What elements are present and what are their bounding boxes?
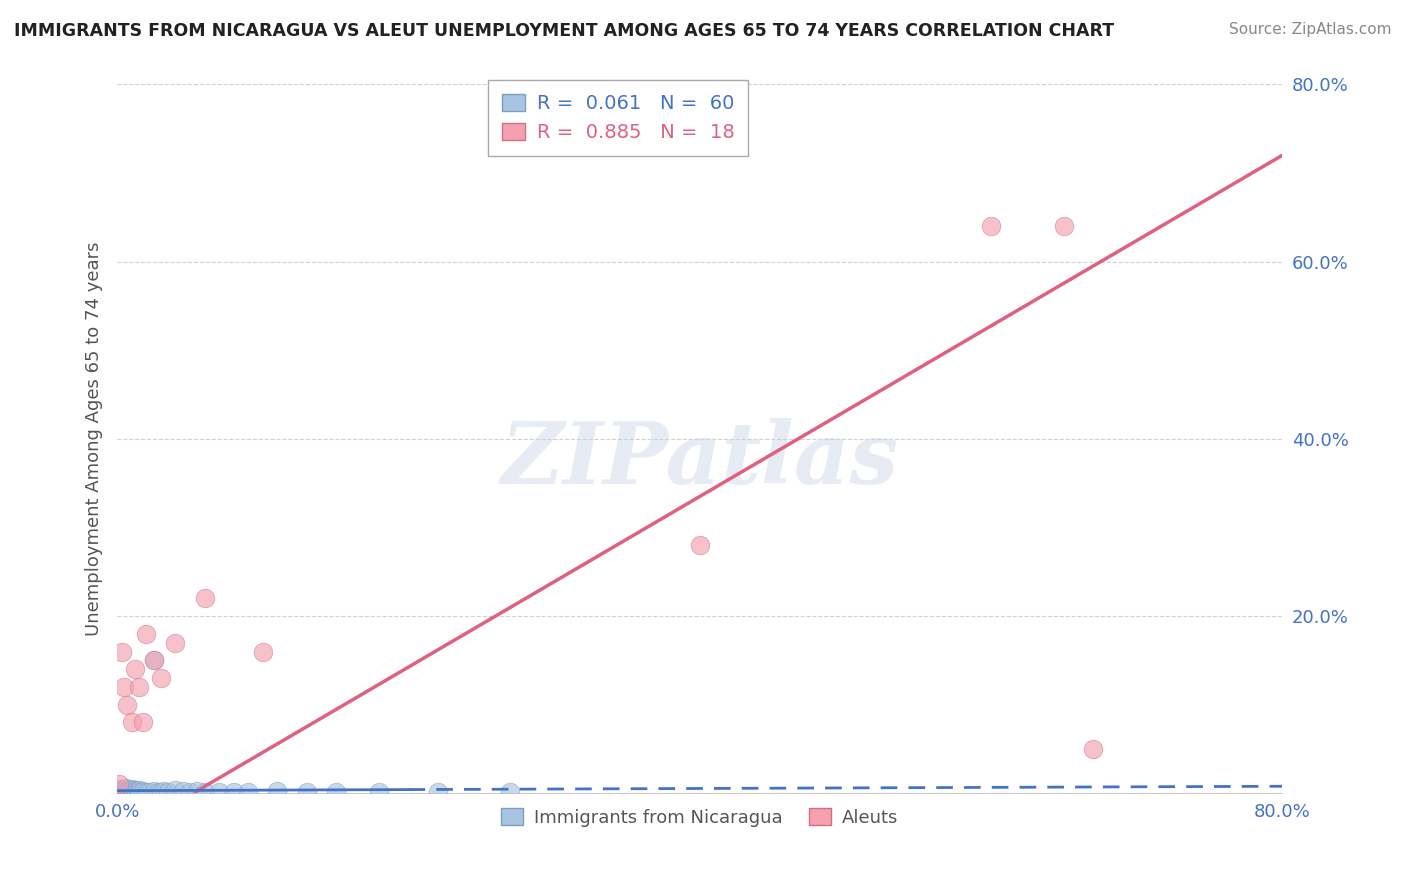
Point xyxy=(689,538,711,552)
Point xyxy=(295,785,318,799)
Point xyxy=(118,784,141,798)
Point xyxy=(122,784,145,798)
Text: Source: ZipAtlas.com: Source: ZipAtlas.com xyxy=(1229,22,1392,37)
Point xyxy=(193,591,215,606)
Point xyxy=(108,785,131,799)
Point xyxy=(165,782,187,797)
Point xyxy=(142,653,165,667)
Point xyxy=(325,784,347,798)
Point xyxy=(132,783,155,797)
Point xyxy=(117,785,139,799)
Point xyxy=(120,785,142,799)
Point xyxy=(172,783,194,797)
Point xyxy=(114,783,136,797)
Point xyxy=(266,783,288,797)
Point xyxy=(146,784,169,798)
Point xyxy=(108,784,131,798)
Point xyxy=(121,785,143,799)
Point xyxy=(115,780,138,795)
Point xyxy=(114,785,136,799)
Point xyxy=(111,782,134,797)
Point xyxy=(110,785,132,799)
Point xyxy=(149,671,172,685)
Point xyxy=(117,783,139,797)
Point xyxy=(120,783,142,797)
Point xyxy=(368,784,391,798)
Point xyxy=(111,784,134,798)
Point xyxy=(128,680,150,694)
Point xyxy=(138,784,160,798)
Point xyxy=(110,644,132,658)
Point xyxy=(179,784,201,798)
Point xyxy=(426,785,449,799)
Point xyxy=(111,785,134,799)
Point xyxy=(129,784,152,798)
Point xyxy=(499,784,522,798)
Point xyxy=(107,777,129,791)
Point xyxy=(127,783,149,797)
Point xyxy=(110,782,132,797)
Point xyxy=(115,784,138,798)
Point xyxy=(107,785,129,799)
Point xyxy=(121,715,143,730)
Text: IMMIGRANTS FROM NICARAGUA VS ALEUT UNEMPLOYMENT AMONG AGES 65 TO 74 YEARS CORREL: IMMIGRANTS FROM NICARAGUA VS ALEUT UNEMP… xyxy=(14,22,1114,40)
Point xyxy=(117,698,139,712)
Text: ZIPatlas: ZIPatlas xyxy=(501,418,898,502)
Legend: Immigrants from Nicaragua, Aleuts: Immigrants from Nicaragua, Aleuts xyxy=(494,801,905,834)
Point xyxy=(108,781,131,796)
Point xyxy=(1053,219,1076,234)
Point xyxy=(127,784,149,798)
Point xyxy=(142,783,165,797)
Point xyxy=(152,783,174,797)
Point xyxy=(186,783,208,797)
Point xyxy=(1081,742,1104,756)
Point xyxy=(121,784,143,798)
Point xyxy=(142,653,165,667)
Point xyxy=(122,782,145,797)
Point xyxy=(107,783,129,797)
Point xyxy=(135,785,157,799)
Point xyxy=(118,782,141,797)
Point xyxy=(125,782,148,797)
Point xyxy=(128,785,150,799)
Point xyxy=(252,644,274,658)
Point xyxy=(128,782,150,797)
Point xyxy=(114,680,136,694)
Point xyxy=(208,784,231,798)
Point xyxy=(980,219,1002,234)
Point xyxy=(114,781,136,796)
Point xyxy=(222,785,245,799)
Point xyxy=(124,785,146,799)
Point xyxy=(124,783,146,797)
Point xyxy=(125,785,148,799)
Point xyxy=(149,785,172,799)
Y-axis label: Unemployment Among Ages 65 to 74 years: Unemployment Among Ages 65 to 74 years xyxy=(86,242,103,636)
Point xyxy=(157,784,180,798)
Point xyxy=(165,636,187,650)
Point xyxy=(124,662,146,676)
Point xyxy=(115,783,138,797)
Point xyxy=(193,785,215,799)
Point xyxy=(121,781,143,796)
Point xyxy=(135,627,157,641)
Point xyxy=(238,784,260,798)
Point xyxy=(132,715,155,730)
Point xyxy=(110,784,132,798)
